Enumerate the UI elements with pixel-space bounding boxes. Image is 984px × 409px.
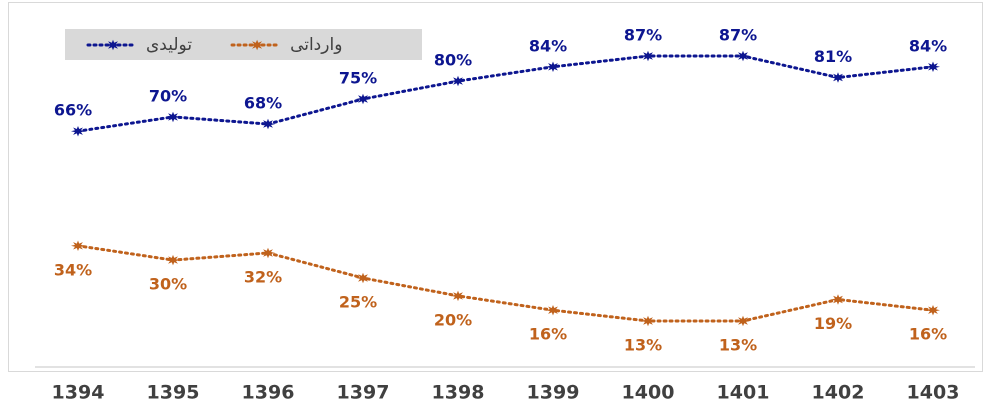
point-marker [641,315,655,327]
point-marker [736,50,750,62]
point-marker [71,126,85,137]
point-marker [641,50,655,62]
x-tick-label: 1394 [52,382,105,404]
data-label: 13% [719,335,757,354]
x-tick-label: 1398 [432,382,485,404]
point-marker [831,72,845,83]
point-marker [166,111,180,123]
data-label: 19% [814,314,852,333]
data-label: 25% [339,293,377,312]
data-label: 68% [244,94,282,113]
data-label: 34% [54,260,92,279]
data-label: 13% [624,335,662,354]
legend-marker [106,39,120,51]
point-marker [451,75,465,87]
x-tick-label: 1401 [717,382,770,404]
legend-marker [250,39,265,51]
point-marker [926,61,940,72]
point-marker [736,315,750,327]
data-label: 32% [244,267,282,286]
series-line [76,244,935,323]
point-marker [451,290,465,302]
data-label: 87% [719,26,757,45]
x-tick-label: 1395 [147,382,200,404]
chart-frame [8,2,983,372]
point-marker [831,294,845,305]
point-marker [546,305,560,316]
legend-label: وارداتی [290,35,342,55]
data-label: 16% [529,325,567,344]
data-label: 16% [909,325,947,344]
x-tick-label: 1400 [622,382,675,404]
point-marker [546,61,560,72]
x-tick-label: 1397 [337,382,390,404]
data-label: 20% [434,310,472,329]
data-label: 30% [149,275,187,294]
point-marker [356,93,370,105]
point-marker [261,118,275,130]
data-label: 66% [54,101,92,120]
point-marker [71,240,85,251]
data-label: 75% [339,69,377,88]
x-tick-label: 1396 [242,382,295,404]
x-tick-label: 1399 [527,382,580,404]
point-marker [166,254,180,266]
data-label: 84% [529,36,567,55]
point-marker [356,272,370,284]
data-label: 81% [814,47,852,66]
data-label: 80% [434,51,472,70]
point-marker [926,305,940,316]
series-line [76,54,935,133]
data-label: 70% [149,86,187,105]
data-label: 87% [624,26,662,45]
x-tick-label: 1402 [812,382,865,404]
legend-label: تولیدی [146,35,192,55]
x-tick-label: 1403 [907,382,960,404]
point-marker [261,247,275,259]
data-label: 84% [909,36,947,55]
